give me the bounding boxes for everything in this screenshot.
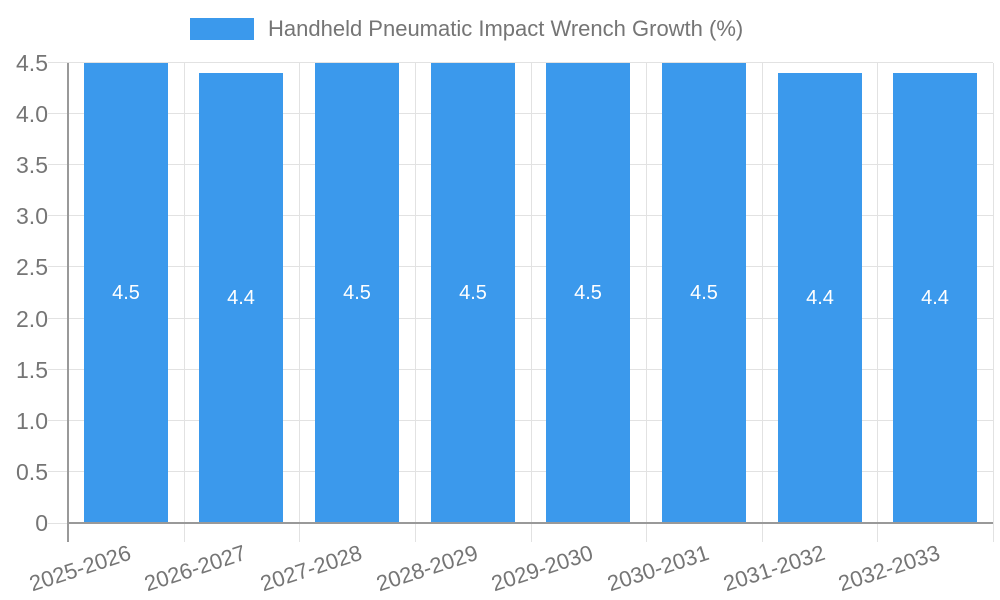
x-axis-tick <box>415 523 416 542</box>
y-gridline <box>48 62 993 63</box>
x-axis-tick <box>993 523 994 542</box>
y-axis-tick-label: 1.0 <box>16 407 48 434</box>
y-gridline <box>48 164 993 166</box>
x-axis-tick <box>184 523 185 542</box>
x-axis-tick-label: 2027-2028 <box>256 540 365 597</box>
y-axis-tick-label: 1.5 <box>16 356 48 383</box>
x-axis-line <box>67 522 993 524</box>
x-gridline <box>762 63 763 523</box>
x-axis-tick-label: 2032-2033 <box>834 540 943 597</box>
x-gridline <box>993 63 994 523</box>
bar[interactable] <box>431 63 515 523</box>
x-axis-tick <box>531 523 532 542</box>
bar[interactable] <box>546 63 630 523</box>
x-axis-tick <box>299 523 300 542</box>
y-axis-tick-label: 3.5 <box>16 152 48 179</box>
y-gridline <box>48 419 993 421</box>
y-gridline <box>48 266 993 268</box>
x-axis-tick <box>877 523 878 542</box>
y-axis-tick-label: 4.0 <box>16 101 48 128</box>
y-axis-tick-label: 2.0 <box>16 305 48 332</box>
y-gridline <box>48 215 993 217</box>
y-axis-tick-label: 2.5 <box>16 254 48 281</box>
y-axis-tick-label: 3.0 <box>16 203 48 230</box>
bar[interactable] <box>778 73 862 523</box>
x-axis-tick-label: 2028-2029 <box>372 540 481 597</box>
x-gridline <box>531 63 532 523</box>
legend-swatch <box>190 18 254 40</box>
y-axis-tick-label: 0.5 <box>16 458 48 485</box>
x-axis-tick-label: 2029-2030 <box>487 540 596 597</box>
bar[interactable] <box>662 63 746 523</box>
legend-series-label: Handheld Pneumatic Impact Wrench Growth … <box>268 16 744 41</box>
bar[interactable] <box>199 73 283 523</box>
x-axis-tick <box>646 523 647 542</box>
x-gridline <box>877 63 878 523</box>
y-gridline <box>48 470 993 472</box>
x-axis-tick-label: 2025-2026 <box>25 540 134 597</box>
x-gridline <box>184 63 185 523</box>
bar[interactable] <box>84 63 168 523</box>
y-gridline <box>48 368 993 370</box>
x-gridline <box>299 63 300 523</box>
legend[interactable]: Handheld Pneumatic Impact Wrench Growth … <box>190 16 743 42</box>
x-axis-tick-label: 2031-2032 <box>719 540 828 597</box>
x-axis-tick-label: 2026-2027 <box>140 540 249 597</box>
y-axis-tick-label: 4.5 <box>16 50 48 76</box>
y-axis-line <box>67 63 69 542</box>
x-axis-tick-label: 2030-2031 <box>603 540 712 597</box>
x-gridline <box>646 63 647 523</box>
y-axis-tick-label: 0 <box>35 510 48 536</box>
y-gridline <box>48 317 993 319</box>
x-gridline <box>415 63 416 523</box>
x-axis-tick <box>762 523 763 542</box>
bar[interactable] <box>315 63 399 523</box>
y-gridline <box>48 113 993 115</box>
bar[interactable] <box>893 73 977 523</box>
